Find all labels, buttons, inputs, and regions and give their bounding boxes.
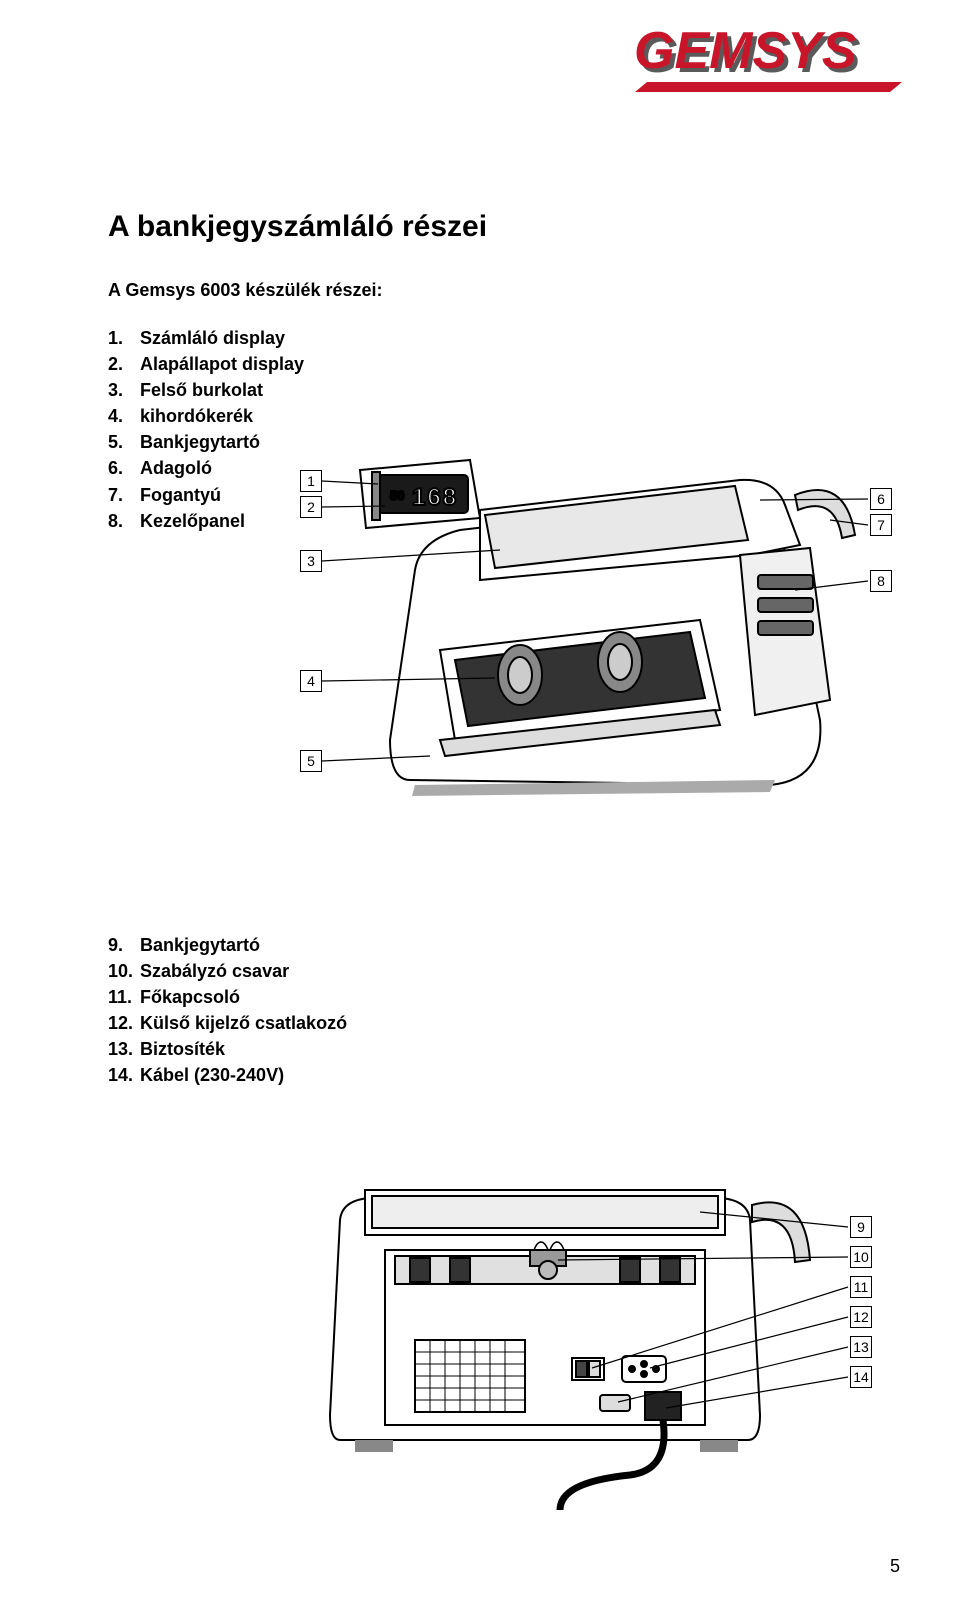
page-subtitle: A Gemsys 6003 készülék részei: — [108, 280, 868, 301]
list-item: 1.Számláló display — [108, 325, 868, 351]
list-item-number: 9. — [108, 932, 140, 958]
list-item-number: 7. — [108, 482, 140, 508]
list-item-label: Főkapcsoló — [140, 984, 240, 1010]
list-item-label: Külső kijelző csatlakozó — [140, 1010, 347, 1036]
list-item: 9.Bankjegytartó — [108, 932, 868, 958]
list-item-number: 14. — [108, 1062, 140, 1088]
figure-back-view: 9 10 11 12 13 14 — [300, 1130, 880, 1510]
callout-box: 13 — [850, 1336, 872, 1358]
list-item-label: Számláló display — [140, 325, 285, 351]
figure-front-view: 50 168 1 2 3 4 5 6 7 8 — [300, 440, 900, 820]
logo-text: GEMSYS — [634, 24, 857, 80]
callout-box: 4 — [300, 670, 322, 692]
callout-box: 8 — [870, 570, 892, 592]
list-item-number: 13. — [108, 1036, 140, 1062]
list-item-label: Felső burkolat — [140, 377, 263, 403]
list-item-label: Bankjegytartó — [140, 429, 260, 455]
list-item-label: Fogantyú — [140, 482, 221, 508]
callout-box: 3 — [300, 550, 322, 572]
list-item: 4.kihordókerék — [108, 403, 868, 429]
callout-box: 2 — [300, 496, 322, 518]
callout-box: 1 — [300, 470, 322, 492]
list-item-number: 12. — [108, 1010, 140, 1036]
list-item-number: 6. — [108, 455, 140, 481]
logo-underline — [635, 82, 902, 92]
device-front-drawing: 50 168 — [300, 440, 900, 820]
list-item: 3.Felső burkolat — [108, 377, 868, 403]
callout-box: 5 — [300, 750, 322, 772]
list-item-number: 2. — [108, 351, 140, 377]
list-item: 14.Kábel (230-240V) — [108, 1062, 868, 1088]
list-item-label: Biztosíték — [140, 1036, 225, 1062]
list-item-number: 3. — [108, 377, 140, 403]
callout-box: 11 — [850, 1276, 872, 1298]
brand-logo: GEMSYS GEMSYS — [632, 24, 912, 99]
list-item-label: Szabályzó csavar — [140, 958, 289, 984]
list-item-label: Kezelőpanel — [140, 508, 245, 534]
list-item-number: 10. — [108, 958, 140, 984]
list-item-label: Alapállapot display — [140, 351, 304, 377]
list-item-label: Bankjegytartó — [140, 932, 260, 958]
page-title: A bankjegyszámláló részei — [108, 210, 868, 244]
list-item-number: 4. — [108, 403, 140, 429]
list-item-label: Kábel (230-240V) — [140, 1062, 284, 1088]
callout-box: 12 — [850, 1306, 872, 1328]
list-item: 12.Külső kijelző csatlakozó — [108, 1010, 868, 1036]
display-large-text: 168 — [412, 484, 458, 511]
page-number: 5 — [890, 1556, 900, 1577]
list-item: 11.Főkapcsoló — [108, 984, 868, 1010]
callout-box: 10 — [850, 1246, 872, 1268]
callout-box: 6 — [870, 488, 892, 510]
list-item: 13.Biztosíték — [108, 1036, 868, 1062]
list-item-label: Adagoló — [140, 455, 212, 481]
list-item-number: 11. — [108, 984, 140, 1010]
list-item-number: 8. — [108, 508, 140, 534]
list-item: 10.Szabályzó csavar — [108, 958, 868, 984]
list-item: 2.Alapállapot display — [108, 351, 868, 377]
display-small-text: 50 — [390, 488, 404, 503]
device-back-drawing — [300, 1130, 880, 1510]
callout-box: 9 — [850, 1216, 872, 1238]
list-item-number: 1. — [108, 325, 140, 351]
parts-list-2: 9.Bankjegytartó10.Szabályzó csavar11.Fők… — [108, 932, 868, 1089]
list-item-number: 5. — [108, 429, 140, 455]
list-item-label: kihordókerék — [140, 403, 253, 429]
callout-box: 14 — [850, 1366, 872, 1388]
callout-box: 7 — [870, 514, 892, 536]
